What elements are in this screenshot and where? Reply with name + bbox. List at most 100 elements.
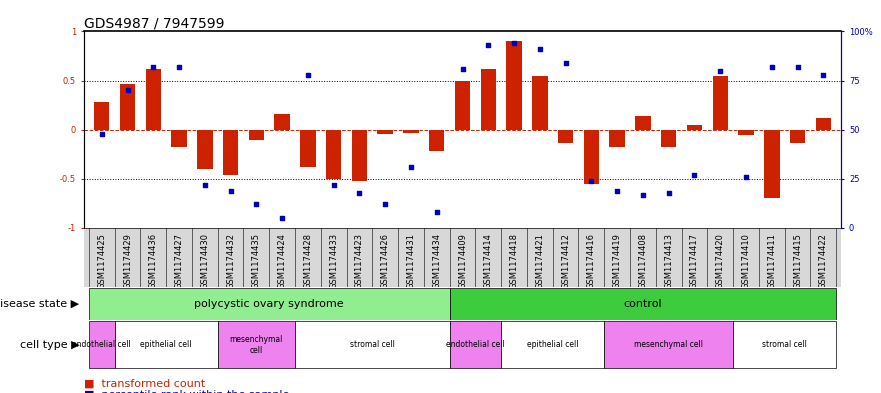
Point	[584, 178, 598, 184]
Bar	[274, 114, 290, 130]
Text: GSM1174427: GSM1174427	[174, 233, 183, 288]
Text: GDS4987 / 7947599: GDS4987 / 7947599	[84, 16, 224, 30]
Bar	[532, 76, 548, 130]
Bar	[94, 102, 109, 130]
Point	[455, 66, 470, 72]
Bar	[248, 130, 264, 140]
Bar	[223, 130, 239, 175]
Point	[687, 172, 701, 178]
Text: cell type ▶: cell type ▶	[19, 340, 79, 350]
Text: GSM1174419: GSM1174419	[612, 233, 622, 288]
Bar	[738, 130, 754, 135]
Point	[403, 164, 418, 170]
Bar	[377, 130, 393, 134]
Text: GSM1174410: GSM1174410	[742, 233, 751, 288]
Text: GSM1174435: GSM1174435	[252, 233, 261, 288]
Point	[662, 189, 676, 196]
Text: GSM1174421: GSM1174421	[536, 233, 544, 288]
Point	[94, 130, 108, 137]
Point	[481, 42, 495, 48]
Bar	[326, 130, 342, 179]
Bar	[713, 76, 728, 130]
Point	[327, 182, 341, 188]
Text: ■  transformed count: ■ transformed count	[84, 378, 205, 388]
Bar	[480, 69, 496, 130]
Text: GSM1174433: GSM1174433	[329, 233, 338, 289]
Text: GSM1174424: GSM1174424	[278, 233, 286, 288]
Bar	[197, 130, 212, 169]
Bar	[449, 321, 501, 369]
Point	[559, 60, 573, 66]
Point	[197, 182, 211, 188]
Point	[714, 68, 728, 74]
Point	[224, 187, 238, 194]
Bar	[115, 321, 218, 369]
Bar	[89, 321, 115, 369]
Text: GSM1174428: GSM1174428	[303, 233, 313, 288]
Text: endothelial cell: endothelial cell	[446, 340, 505, 349]
Bar	[352, 130, 367, 181]
Bar	[558, 130, 574, 143]
Text: GSM1174417: GSM1174417	[690, 233, 699, 288]
Text: epithelial cell: epithelial cell	[527, 340, 579, 349]
Point	[300, 72, 315, 78]
Text: GSM1174432: GSM1174432	[226, 233, 235, 288]
Bar	[295, 321, 449, 369]
Point	[121, 87, 135, 94]
Bar	[610, 130, 625, 147]
Point	[611, 187, 625, 194]
Bar	[300, 130, 315, 167]
Text: GSM1174412: GSM1174412	[561, 233, 570, 288]
Bar	[733, 321, 836, 369]
Text: GSM1174408: GSM1174408	[639, 233, 648, 288]
Text: GSM1174418: GSM1174418	[509, 233, 519, 288]
Bar	[145, 69, 161, 130]
Text: stromal cell: stromal cell	[762, 340, 807, 349]
Bar	[429, 130, 445, 151]
Text: GSM1174434: GSM1174434	[433, 233, 441, 288]
Bar	[816, 118, 831, 130]
Point	[172, 64, 186, 70]
Point	[249, 201, 263, 208]
Bar	[218, 321, 295, 369]
Text: endothelial cell: endothelial cell	[72, 340, 131, 349]
Point	[352, 189, 366, 196]
Bar	[583, 130, 599, 184]
Text: polycystic ovary syndrome: polycystic ovary syndrome	[195, 299, 344, 309]
Text: stromal cell: stromal cell	[350, 340, 395, 349]
Text: control: control	[624, 299, 663, 309]
Bar	[449, 288, 836, 320]
Bar	[661, 130, 677, 147]
Bar	[171, 130, 187, 147]
Bar	[635, 116, 651, 130]
Point	[790, 64, 804, 70]
Bar	[455, 81, 470, 130]
Text: GSM1174431: GSM1174431	[406, 233, 416, 288]
Point	[533, 46, 547, 52]
Bar	[507, 41, 522, 130]
Text: GSM1174414: GSM1174414	[484, 233, 492, 288]
Point	[275, 215, 289, 221]
Text: GSM1174429: GSM1174429	[123, 233, 132, 288]
Text: GSM1174411: GSM1174411	[767, 233, 776, 288]
Bar	[789, 130, 805, 143]
Text: GSM1174409: GSM1174409	[458, 233, 467, 288]
Text: GSM1174436: GSM1174436	[149, 233, 158, 289]
Text: mesenchymal cell: mesenchymal cell	[634, 340, 703, 349]
Text: GSM1174425: GSM1174425	[97, 233, 107, 288]
Text: GSM1174426: GSM1174426	[381, 233, 389, 288]
Point	[765, 64, 779, 70]
Point	[146, 64, 160, 70]
Point	[430, 209, 444, 215]
Text: GSM1174415: GSM1174415	[793, 233, 802, 288]
Point	[817, 72, 831, 78]
Text: GSM1174430: GSM1174430	[200, 233, 210, 288]
Point	[739, 174, 753, 180]
Text: GSM1174423: GSM1174423	[355, 233, 364, 288]
Text: mesenchymal
cell: mesenchymal cell	[230, 335, 283, 354]
Bar	[89, 288, 449, 320]
Bar	[764, 130, 780, 198]
Point	[636, 191, 650, 198]
Point	[507, 40, 522, 46]
Text: GSM1174422: GSM1174422	[818, 233, 828, 288]
